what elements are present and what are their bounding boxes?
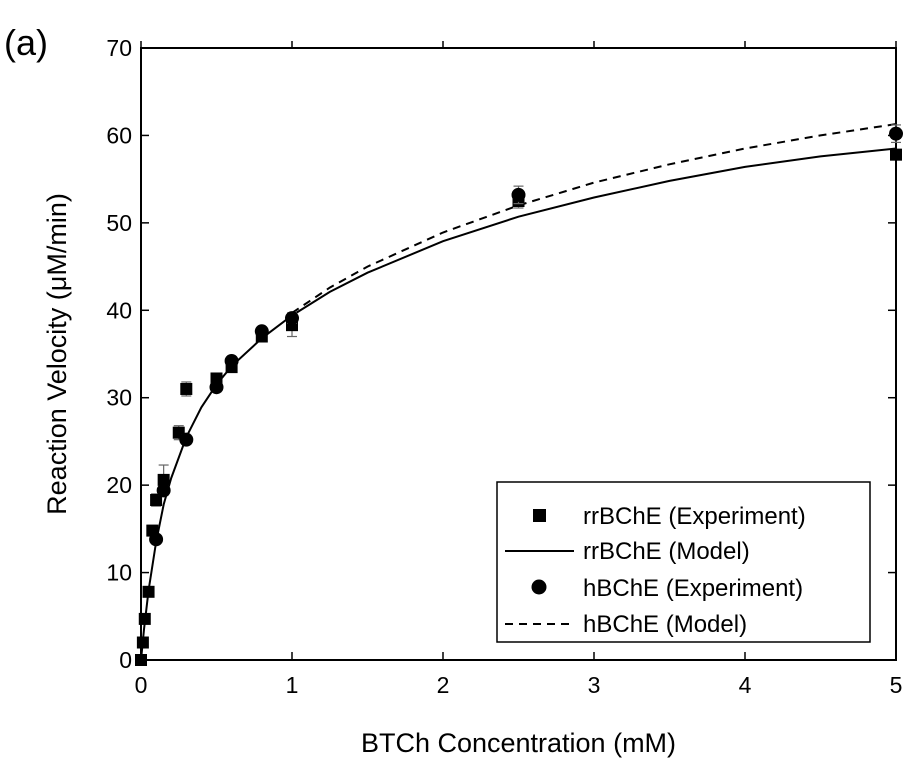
hbche-data-point [285, 311, 299, 326]
rrbche-data-point [890, 148, 902, 161]
legend-box [496, 481, 871, 643]
legend-square-marker [533, 509, 546, 522]
rrbche-data-point [136, 636, 149, 649]
x-tick-label: 3 [588, 672, 601, 698]
legend-label-rrbche-experiment: rrBChE (Experiment) [583, 503, 806, 530]
x-tick-label: 4 [739, 672, 752, 698]
legend-label-hbche-model: hBChE (Model) [583, 611, 747, 638]
hbche-data-point [254, 324, 269, 339]
hbche-data-point [149, 532, 164, 547]
x-axis-title: BTCh Concentration (mM) [361, 728, 676, 758]
x-tick-label: 0 [135, 672, 148, 698]
hbche-data-point [179, 432, 194, 447]
legend-label-rrbche-model: rrBChE (Model) [583, 538, 750, 565]
rrbche-data-point [150, 494, 163, 507]
y-tick-label: 20 [106, 472, 132, 498]
y-tick-label: 50 [106, 210, 132, 236]
hbche-data-point [224, 353, 239, 368]
rrbche-data-point [135, 654, 147, 666]
x-tick-label: 2 [437, 672, 450, 698]
y-tick-label: 40 [106, 297, 132, 323]
hbche-data-point [209, 380, 224, 395]
x-tick-label: 1 [286, 672, 299, 698]
y-tick-label: 0 [119, 647, 132, 673]
hbche-data-point [889, 126, 903, 141]
legend: rrBChE (Experiment) rrBChE (Model) hBChE… [496, 481, 871, 643]
x-tick-label: 5 [890, 672, 903, 698]
series-layer [135, 123, 903, 666]
rrbche-data-point [142, 585, 155, 598]
y-axis-title: Reaction Velocity (μM/min) [42, 193, 72, 515]
y-tick-label: 30 [106, 385, 132, 411]
legend-label-hbche-experiment: hBChE (Experiment) [583, 575, 803, 602]
legend-circle-marker [531, 579, 547, 595]
panel-label: (a) [4, 22, 48, 63]
y-tick-label: 70 [106, 35, 132, 61]
rrbche-data-point [180, 382, 193, 395]
hbche-model-line [291, 123, 897, 314]
y-tick-label: 10 [106, 560, 132, 586]
rrbche-data-point [157, 473, 170, 486]
hbche-data-point [156, 483, 171, 498]
hbche-data-point [511, 187, 526, 202]
plot-frame [140, 47, 897, 661]
rrbche-data-point [138, 612, 151, 625]
y-tick-label: 60 [106, 122, 132, 148]
